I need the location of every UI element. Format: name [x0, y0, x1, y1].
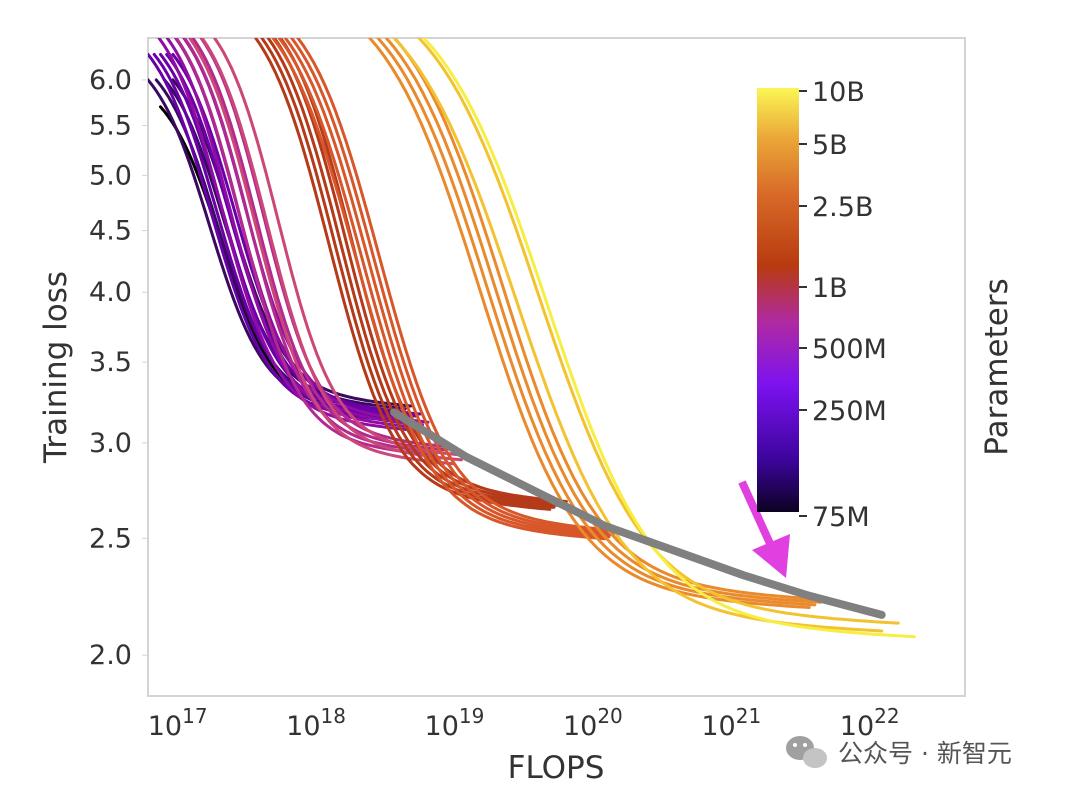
colorbar-ticks: 10B 5B 2.5B 1B 500M 250M 75M — [799, 77, 887, 533]
loss-curve — [296, 38, 623, 533]
envelope-line — [390, 408, 886, 619]
watermark: 公众号 · 新智元 — [786, 736, 1012, 768]
loss-curve — [290, 38, 619, 535]
colorbar-tick-label: 250M — [812, 396, 887, 427]
loss-curves — [148, 38, 916, 639]
colorbar-tick-label: 5B — [812, 130, 848, 161]
colorbar — [757, 88, 799, 512]
loss-curve — [384, 38, 822, 604]
loss-curve — [376, 38, 817, 607]
watermark-text: 公众号 · 新智元 — [838, 739, 1012, 768]
loss-curve — [277, 38, 611, 539]
x-tick-label: 1017 — [148, 704, 208, 742]
y-tick-label: 4.5 — [89, 216, 132, 247]
y-tick-label: 3.0 — [89, 428, 132, 459]
y-tick-label: 4.0 — [89, 277, 132, 308]
y-axis-label: Training loss — [38, 271, 74, 464]
x-tick-label: 1021 — [701, 704, 761, 742]
y-tick-label: 5.0 — [89, 160, 132, 191]
loss-curve — [260, 38, 556, 509]
loss-curve — [165, 52, 418, 418]
loss-curve — [393, 38, 828, 602]
colorbar-tick-label: 500M — [812, 334, 887, 365]
y-axis-ticks: 6.0 5.5 5.0 4.5 4.0 3.5 3.0 2.5 2.0 — [89, 65, 148, 671]
loss-curve — [422, 38, 916, 639]
loss-curve — [254, 38, 552, 511]
y-tick-label: 3.5 — [89, 347, 132, 378]
x-tick-label: 1019 — [425, 704, 485, 742]
x-tick-label: 1018 — [286, 704, 346, 742]
loss-curve — [283, 38, 615, 537]
y-tick-label: 2.5 — [89, 523, 132, 554]
loss-curve — [266, 38, 560, 507]
loss-curve — [392, 38, 884, 633]
colorbar-label: Parameters — [979, 278, 1015, 455]
colorbar-tick-label: 2.5B — [812, 192, 873, 223]
x-axis-label: FLOPS — [508, 750, 605, 786]
annotation-arrow — [738, 480, 790, 578]
y-tick-label: 6.0 — [89, 65, 132, 96]
colorbar-tick-label: 1B — [812, 273, 848, 304]
x-tick-label: 1022 — [840, 704, 900, 742]
loss-curve — [157, 38, 413, 432]
x-tick-label: 1020 — [563, 704, 623, 742]
y-tick-label: 5.5 — [89, 110, 132, 141]
colorbar-tick-label: 10B — [812, 77, 865, 108]
colorbar-tick-label: 75M — [812, 502, 870, 533]
y-tick-label: 2.0 — [89, 640, 132, 671]
wechat-icon — [786, 736, 827, 768]
x-axis-ticks: 1017 1018 1019 1020 1021 1022 — [148, 704, 900, 742]
loss-curve — [271, 38, 607, 541]
compute-optimal-envelope — [390, 408, 886, 619]
